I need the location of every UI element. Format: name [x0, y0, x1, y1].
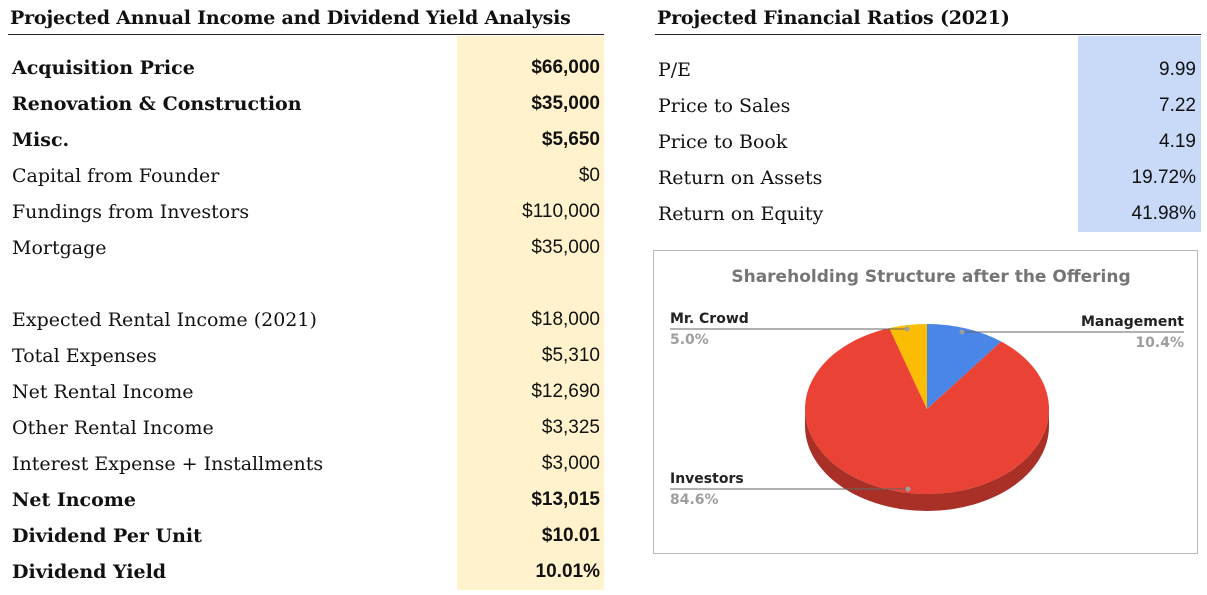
income-row-value: $10.01 [541, 525, 600, 546]
ratio-row-value: 9.99 [1159, 59, 1196, 80]
income-title-underline [8, 34, 604, 35]
pie-leader-dot [905, 486, 911, 492]
ratio-row: Price to Sales 7.22 [658, 88, 1196, 124]
income-row-label: Other Rental Income [12, 417, 214, 439]
income-row-label: Renovation & Construction [12, 93, 302, 115]
pie-leader-dot [959, 329, 965, 335]
income-row-value: $35,000 [531, 93, 600, 114]
income-row-label: Dividend Yield [12, 561, 167, 583]
pie-slice-percent-label: 5.0% [670, 332, 709, 348]
income-row-value: $5,310 [541, 345, 600, 366]
income-row: Expected Rental Income (2021) $18,000 [12, 302, 600, 338]
ratio-row-label: Return on Equity [658, 203, 824, 225]
ratios-values-column-shade [1078, 36, 1201, 232]
income-row-value: $12,690 [531, 381, 600, 402]
income-row: Net Rental Income $12,690 [12, 374, 600, 410]
ratio-row: Price to Book 4.19 [658, 124, 1196, 160]
ratios-table-title: Projected Financial Ratios (2021) [657, 7, 1010, 29]
pie-leader-dot [904, 326, 910, 332]
income-row-label: Net Rental Income [12, 381, 194, 403]
pie-slice-percent-label: 84.6% [670, 492, 719, 508]
ratio-row-label: P/E [658, 59, 692, 81]
income-row-value: $3,000 [541, 453, 600, 474]
income-row-value: $18,000 [531, 309, 600, 330]
income-row: Other Rental Income $3,325 [12, 410, 600, 446]
income-row: Total Expenses $5,310 [12, 338, 600, 374]
income-row-value: $66,000 [531, 57, 600, 78]
income-values-column-shade [457, 36, 604, 590]
income-row: Misc. $5,650 [12, 122, 600, 158]
income-row: Dividend Yield 10.01% [12, 554, 600, 590]
income-row-value: $13,015 [531, 489, 600, 510]
pie-slice-mr-crowd [889, 324, 927, 409]
income-row-label: Dividend Per Unit [12, 525, 202, 547]
pie-slice-percent-label: 10.4% [1135, 335, 1184, 351]
income-row-value: 10.01% [535, 561, 600, 582]
income-row-label: Acquisition Price [12, 57, 195, 79]
income-row-value: $5,650 [541, 129, 600, 150]
pie-slice-investors [805, 328, 1049, 495]
pie-chart-svg: Shareholding Structure after the Offerin… [670, 267, 1184, 511]
ratio-row-value: 7.22 [1159, 95, 1196, 116]
income-row: Mortgage $35,000 [12, 230, 600, 266]
income-row-value: $3,325 [541, 417, 600, 438]
income-row-value: $0 [578, 165, 600, 186]
ratio-row: Return on Equity 41.98% [658, 196, 1196, 232]
ratio-row-value: 19.72% [1131, 167, 1196, 188]
income-row: Capital from Founder $0 [12, 158, 600, 194]
income-row: Acquisition Price $66,000 [12, 50, 600, 86]
income-row: Dividend Per Unit $10.01 [12, 518, 600, 554]
income-row-value: $35,000 [531, 237, 600, 258]
income-row-label: Total Expenses [12, 345, 157, 367]
ratio-row-label: Price to Sales [658, 95, 791, 117]
pie-slice-name-label: Management [1081, 314, 1184, 330]
ratio-row-label: Return on Assets [658, 167, 823, 189]
ratios-title-underline [655, 34, 1201, 35]
ratio-row-label: Price to Book [658, 131, 788, 153]
income-table-title: Projected Annual Income and Dividend Yie… [10, 7, 571, 29]
pie-slice-name-label: Investors [670, 471, 744, 487]
shareholding-pie-chart: Shareholding Structure after the Offerin… [653, 250, 1198, 554]
ratio-row-value: 41.98% [1131, 203, 1196, 224]
pie-slice-management [927, 324, 1002, 409]
income-row: Renovation & Construction $35,000 [12, 86, 600, 122]
pie-slice-name-label: Mr. Crowd [670, 311, 749, 327]
income-row-label: Expected Rental Income (2021) [12, 309, 317, 331]
income-row-value: $110,000 [522, 201, 600, 222]
ratio-row-value: 4.19 [1159, 131, 1196, 152]
income-row: Fundings from Investors $110,000 [12, 194, 600, 230]
income-row-label: Mortgage [12, 237, 107, 259]
income-row-label: Interest Expense + Installments [12, 453, 324, 475]
income-row: Interest Expense + Installments $3,000 [12, 446, 600, 482]
income-row-label: Net Income [12, 489, 136, 511]
income-row-label: Fundings from Investors [12, 201, 250, 223]
income-row: Net Income $13,015 [12, 482, 600, 518]
pie-slice-side [805, 409, 1049, 511]
chart-title: Shareholding Structure after the Offerin… [731, 267, 1130, 287]
income-row-label: Capital from Founder [12, 165, 220, 187]
income-spacer-row [12, 266, 600, 302]
ratio-row: P/E 9.99 [658, 52, 1196, 88]
ratio-row: Return on Assets 19.72% [658, 160, 1196, 196]
income-row-label: Misc. [12, 129, 70, 151]
